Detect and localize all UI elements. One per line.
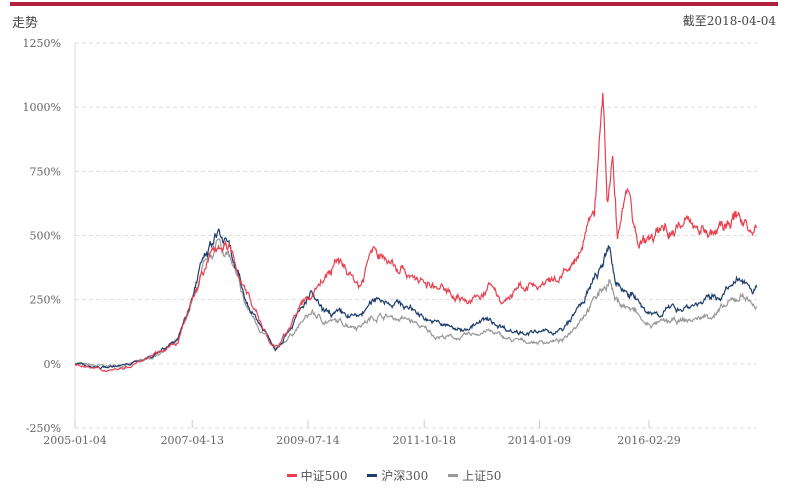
chart-title: 走势 xyxy=(12,16,39,31)
legend-label: 上证50 xyxy=(462,469,502,483)
legend-item-csi500[interactable]: 中证500 xyxy=(286,467,348,484)
y-tick-label: 250% xyxy=(30,294,61,307)
legend: 中证500 沪深300 上证50 xyxy=(0,466,788,484)
legend-item-sse50[interactable]: 上证50 xyxy=(448,467,501,484)
series-line-中证500 xyxy=(74,92,758,373)
series-line-上证50 xyxy=(74,238,758,369)
x-tick-label: 2007-04-13 xyxy=(161,434,224,447)
series-line-沪深300 xyxy=(74,228,758,370)
y-tick-label: 750% xyxy=(30,165,61,178)
legend-swatch xyxy=(367,474,378,477)
header-accent-bar xyxy=(10,2,778,6)
as-of-date: 截至2018-04-04 xyxy=(682,14,776,28)
legend-item-csi300[interactable]: 沪深300 xyxy=(367,467,428,484)
x-tick-label: 2009-07-14 xyxy=(276,434,339,447)
legend-label: 中证500 xyxy=(300,469,348,483)
y-tick-label: 500% xyxy=(30,230,61,243)
legend-label: 沪深300 xyxy=(381,469,429,483)
legend-swatch xyxy=(448,474,459,477)
x-tick-label: 2016-02-29 xyxy=(617,434,680,447)
x-tick-label: 2005-01-04 xyxy=(43,434,106,447)
y-tick-label: 0% xyxy=(44,358,61,371)
y-tick-label: -250% xyxy=(26,422,61,435)
x-tick-label: 2011-10-18 xyxy=(393,434,456,447)
legend-swatch xyxy=(286,474,297,477)
y-tick-label: 1000% xyxy=(23,101,61,114)
x-tick-label: 2014-01-09 xyxy=(508,434,571,447)
y-tick-label: 1250% xyxy=(23,37,61,50)
